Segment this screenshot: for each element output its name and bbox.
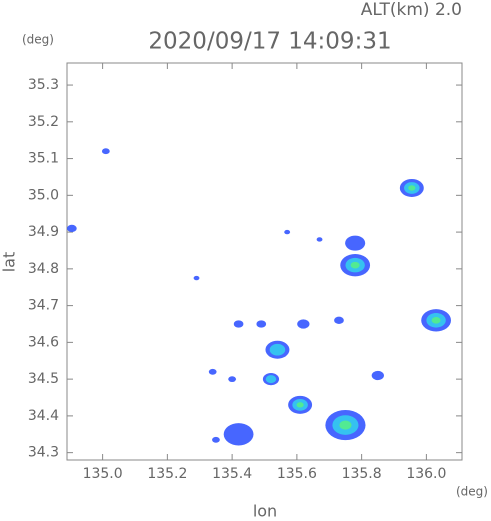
echo [256, 320, 267, 328]
y-tick-label: 34.6 [28, 334, 59, 350]
echo [296, 402, 304, 408]
y-tick-label: 34.9 [28, 224, 59, 240]
echo [269, 343, 286, 356]
altitude-label: ALT(km) 2.0 [361, 0, 462, 20]
echo [371, 370, 384, 381]
echo [350, 261, 360, 269]
x-axis-label: lon [253, 502, 277, 521]
chart-title: 2020/09/17 14:09:31 [148, 29, 391, 55]
y-tick-label: 34.8 [28, 261, 59, 277]
x-tick-label: 135.6 [277, 466, 317, 482]
y-tick-label: 34.5 [28, 371, 59, 387]
x-tick-label: 135.4 [212, 466, 252, 482]
echo [408, 185, 416, 191]
echo [334, 316, 344, 324]
echo [339, 420, 352, 430]
y-tick-label: 34.4 [28, 408, 59, 424]
x-tick-label: 136.0 [406, 466, 446, 482]
echo [212, 436, 220, 443]
y-tick-label: 35.3 [28, 77, 59, 93]
y-tick-label: 35.2 [28, 114, 59, 130]
echo [284, 229, 291, 235]
echo [101, 148, 110, 155]
echo [265, 375, 277, 384]
echo [345, 235, 366, 251]
y-tick-label: 35.0 [28, 187, 59, 203]
y-tick-label: 34.7 [28, 298, 59, 314]
y-tick-label: 35.1 [28, 151, 59, 167]
echo [223, 423, 254, 446]
echo [316, 237, 323, 242]
echo [67, 224, 77, 233]
y-unit: (deg) [22, 33, 54, 47]
x-tick-label: 135.0 [83, 466, 123, 482]
x-unit: (deg) [456, 485, 488, 499]
x-tick-label: 135.8 [342, 466, 382, 482]
echo [233, 320, 244, 328]
plot-frame [66, 62, 463, 461]
echo [228, 376, 237, 383]
echo [431, 316, 441, 324]
echo [297, 319, 310, 329]
y-axis-label: lat [0, 252, 19, 273]
echo [193, 275, 200, 281]
y-tick-label: 34.3 [28, 445, 59, 461]
echo [208, 368, 217, 375]
x-tick-label: 135.2 [147, 466, 187, 482]
